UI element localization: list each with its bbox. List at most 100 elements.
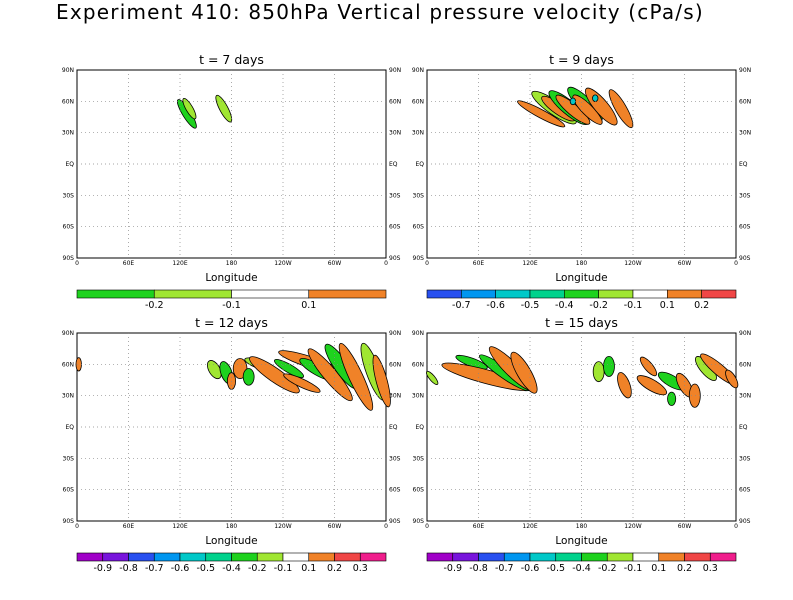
x-tick-label: 60E [123,260,135,267]
contour-blob [572,94,603,125]
colorbar-segment [709,552,737,562]
colorbar-segment [632,289,668,299]
colorbar-segment [495,289,531,299]
x-axis-label: Longitude [555,535,607,547]
contour-blob [592,94,599,102]
y-tick-label-right: 90S [739,255,751,262]
colorbar-segment [606,552,634,562]
y-tick-label-right: 60S [739,487,751,494]
y-tick-label-right: 90S [389,255,401,262]
colorbar-segment [667,289,702,299]
y-tick-label-right: EQ [389,161,398,168]
contour-blob [688,383,701,408]
y-tick-label-right: 90N [389,330,401,337]
x-tick-label: 180 [576,523,588,530]
colorbar-label: -0.6 [486,300,505,311]
y-tick-label-left: 60S [63,224,75,231]
y-tick-label-right: 60S [389,224,401,231]
colorbar-segment [359,552,387,562]
colorbar-label: -0.7 [145,563,164,574]
y-tick-label-right: 60S [389,487,401,494]
y-tick-label-left: 60S [413,224,425,231]
x-tick-label: 120W [624,260,641,267]
panel-title: t = 9 days [549,52,614,67]
y-tick-label-right: 30N [389,393,401,400]
colorbar-label: 0.3 [703,563,718,574]
x-tick-label: 120W [274,523,291,530]
x-axis-label: Longitude [205,272,257,284]
colorbar-label: 0.2 [677,563,692,574]
contour-blob [608,89,634,129]
map-panel-3: t = 12 days 0 60E 120E 180 120W 60W 0 90N 90N 60N 6… [62,315,401,574]
x-tick-label: 60E [473,260,485,267]
colorbar-label: -0.1 [274,563,293,574]
colorbar-segment [282,552,310,562]
page-title: Experiment 410: 850hPa Vertical pressure… [56,0,704,24]
colorbar-segment [153,552,181,562]
contour-blob [636,375,668,396]
y-tick-label-right: 30N [739,393,751,400]
y-tick-label-right: 60S [739,224,751,231]
y-tick-label-left: 90S [63,255,75,262]
colorbar-segment [231,552,258,562]
contour-blob [592,361,605,383]
contour-blob [273,359,305,378]
colorbar-segment [478,552,505,562]
y-tick-label-left: EQ [65,161,74,168]
colorbar-label: -0.7 [452,300,471,311]
y-tick-label-left: 30S [413,192,425,199]
colorbar-segment [684,552,711,562]
y-tick-label-left: 90S [63,518,75,525]
colorbar-label: 0.1 [301,563,316,574]
y-tick-label-right: 90S [739,518,751,525]
x-tick-label: 60E [123,523,135,530]
colorbar: -0.9 -0.8 -0.7 -0.6 -0.5 -0.4 -0.2 -0.1 0.1 0.2 0.… [426,552,737,574]
y-tick-label-left: 90S [413,255,425,262]
x-tick-label: 60W [328,523,342,530]
y-tick-label-left: 90N [412,330,424,337]
colorbar-label: 0.1 [301,300,316,311]
contour-blob [603,355,615,377]
y-tick-label-left: EQ [65,424,74,431]
panel-title: t = 15 days [545,315,618,330]
panel-title: t = 12 days [195,315,268,330]
y-tick-label-right: 60N [389,361,401,368]
y-tick-label-left: 90N [62,67,74,74]
y-tick-label-right: 30N [389,130,401,137]
y-tick-label-left: 60N [412,361,424,368]
colorbar-segment [426,289,462,299]
colorbar-label: -0.4 [555,300,574,311]
y-tick-label-right: 30S [739,192,751,199]
x-tick-label: 120W [624,523,641,530]
x-tick-label: 60W [678,260,692,267]
colorbar-segment [452,552,479,562]
contour-blob [425,370,439,385]
x-tick-label: 120E [522,260,537,267]
colorbar: -0.9 -0.8 -0.7 -0.6 -0.5 -0.4 -0.2 -0.1 0.1 0.2 0.… [76,552,387,574]
colorbar-segment [555,552,582,562]
y-tick-label-right: 90N [739,330,751,337]
colorbar-label: -0.1 [222,300,241,311]
x-tick-label: 0 [734,260,738,267]
x-tick-label: 60E [473,523,485,530]
contour-blob [249,356,300,394]
colorbar-label: 0.2 [694,300,709,311]
y-tick-label-left: EQ [415,424,424,431]
x-axis-label: Longitude [205,535,257,547]
colorbar-segment [701,289,737,299]
x-tick-label: 120E [172,260,187,267]
x-axis-label: Longitude [555,272,607,284]
colorbar-label: -0.6 [171,563,190,574]
x-tick-label: 180 [226,523,238,530]
y-tick-label-right: 90N [389,67,401,74]
y-tick-label-left: 90N [412,67,424,74]
y-tick-label-right: EQ [739,161,748,168]
colorbar-label: -0.2 [145,300,164,311]
x-tick-label: 60W [678,523,692,530]
y-tick-label-right: 30N [739,130,751,137]
contour-blob [617,372,632,399]
x-tick-label: 0 [425,260,429,267]
contour-blob [725,369,739,389]
colorbar-segment [503,552,531,562]
